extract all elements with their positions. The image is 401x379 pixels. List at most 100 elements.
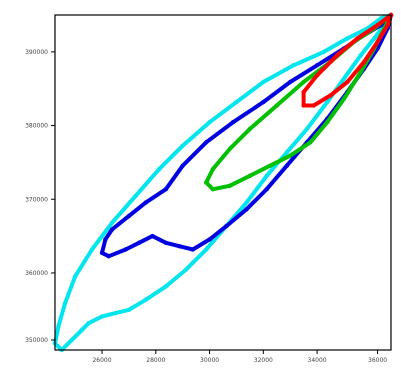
- y-tick-label: 360000: [25, 270, 48, 277]
- x-tick-label: 34000: [308, 357, 327, 364]
- x-tick-label: 26000: [92, 357, 111, 364]
- y-tick-label: 390000: [25, 49, 48, 56]
- series-0-point: [163, 284, 169, 289]
- series-0-point: [234, 99, 239, 105]
- series-0-point: [133, 193, 138, 199]
- series-1-point: [180, 163, 185, 168]
- series-2-point: [227, 183, 232, 189]
- series-0-point: [358, 53, 363, 58]
- x-tick-label: 36000: [368, 357, 387, 364]
- series-1-point: [261, 99, 266, 105]
- series-0-point: [183, 267, 189, 272]
- series-1-point: [106, 254, 111, 259]
- series-1-point: [150, 233, 155, 239]
- series-0-point: [321, 49, 326, 55]
- series-3-point: [328, 93, 333, 98]
- series-0-point: [244, 200, 249, 205]
- series-1-point: [163, 240, 169, 245]
- series-0-point: [109, 220, 115, 225]
- series-1-point: [264, 187, 269, 192]
- series-3-point: [361, 59, 367, 65]
- series-layer: [52, 12, 394, 353]
- series-3-point: [375, 22, 380, 28]
- series-0-point: [62, 300, 68, 306]
- x-tick-label: 28000: [146, 357, 165, 364]
- series-0-point: [56, 324, 61, 329]
- series-3-point: [385, 22, 390, 28]
- series-0-point: [99, 314, 105, 319]
- x-tick-label: 32000: [254, 357, 273, 364]
- series-2-point: [267, 163, 273, 168]
- series-0-point: [204, 247, 209, 252]
- series-2-point: [358, 69, 363, 75]
- series-2-point: [210, 166, 216, 172]
- series-3-point: [301, 103, 306, 108]
- series-1-point: [284, 163, 290, 168]
- series-0-point: [207, 120, 212, 125]
- series-1-point: [99, 250, 105, 256]
- y-tick-label: 350000: [25, 337, 48, 344]
- series-0-point: [180, 143, 185, 148]
- series-0-point: [345, 36, 350, 41]
- series-contour-0: [53, 13, 393, 352]
- series-0-point: [264, 173, 269, 178]
- series-3-point: [301, 89, 306, 95]
- series-3-point: [335, 53, 340, 58]
- series-1-point: [224, 223, 229, 229]
- series-2-point: [247, 173, 253, 178]
- series-0-point: [143, 297, 148, 302]
- tick-layer: 26000 28000 30000 32000 34000 36000 350000 3600…: [25, 49, 387, 364]
- series-contour-3: [301, 13, 393, 108]
- series-0-point: [69, 337, 75, 343]
- series-1-point: [204, 140, 209, 145]
- series-1-point: [314, 63, 320, 68]
- series-2-point: [210, 187, 216, 192]
- series-2-point: [341, 96, 347, 101]
- series-1-point: [123, 247, 128, 252]
- series-1-point: [177, 243, 182, 249]
- series-1-point: [244, 207, 249, 212]
- series-0-point: [284, 150, 290, 155]
- series-0-point: [156, 166, 162, 172]
- series-2-point: [247, 126, 253, 132]
- series-1-point: [288, 79, 293, 85]
- series-1-point: [207, 237, 212, 242]
- series-2-point: [204, 180, 209, 185]
- series-contour-2: [204, 13, 393, 192]
- series-3-point: [375, 39, 380, 44]
- series-2-point: [324, 120, 330, 125]
- x-tick-label: 30000: [200, 357, 219, 364]
- series-0-point: [79, 327, 85, 333]
- series-3-point: [311, 103, 316, 108]
- series-2-point: [288, 153, 293, 158]
- series-0-point: [324, 99, 330, 105]
- series-0-point: [89, 247, 95, 252]
- series-0-point: [291, 63, 296, 68]
- y-tick-label: 380000: [25, 123, 48, 130]
- series-0-point: [86, 321, 91, 326]
- series-1-point: [163, 187, 169, 192]
- plot-frame: [54, 14, 392, 351]
- series-1-point: [143, 200, 148, 205]
- series-1-point: [190, 247, 195, 252]
- series-1-point: [109, 227, 115, 232]
- series-2-point: [274, 103, 279, 108]
- series-2-point: [301, 79, 306, 85]
- series-2-point: [227, 146, 232, 152]
- series-0-point: [72, 274, 78, 279]
- series-0-point: [113, 310, 118, 316]
- series-0-point: [126, 307, 132, 312]
- series-3-point: [355, 36, 360, 41]
- series-0-point: [261, 79, 266, 85]
- series-contour-1: [100, 13, 393, 259]
- series-1-point: [136, 240, 142, 245]
- series-0-point: [372, 36, 377, 41]
- series-1-point: [103, 237, 108, 242]
- series-3-point: [314, 73, 320, 78]
- series-1-point: [230, 120, 236, 125]
- series-0-point: [304, 126, 310, 132]
- series-0-point: [341, 76, 347, 81]
- series-3-point: [345, 79, 350, 85]
